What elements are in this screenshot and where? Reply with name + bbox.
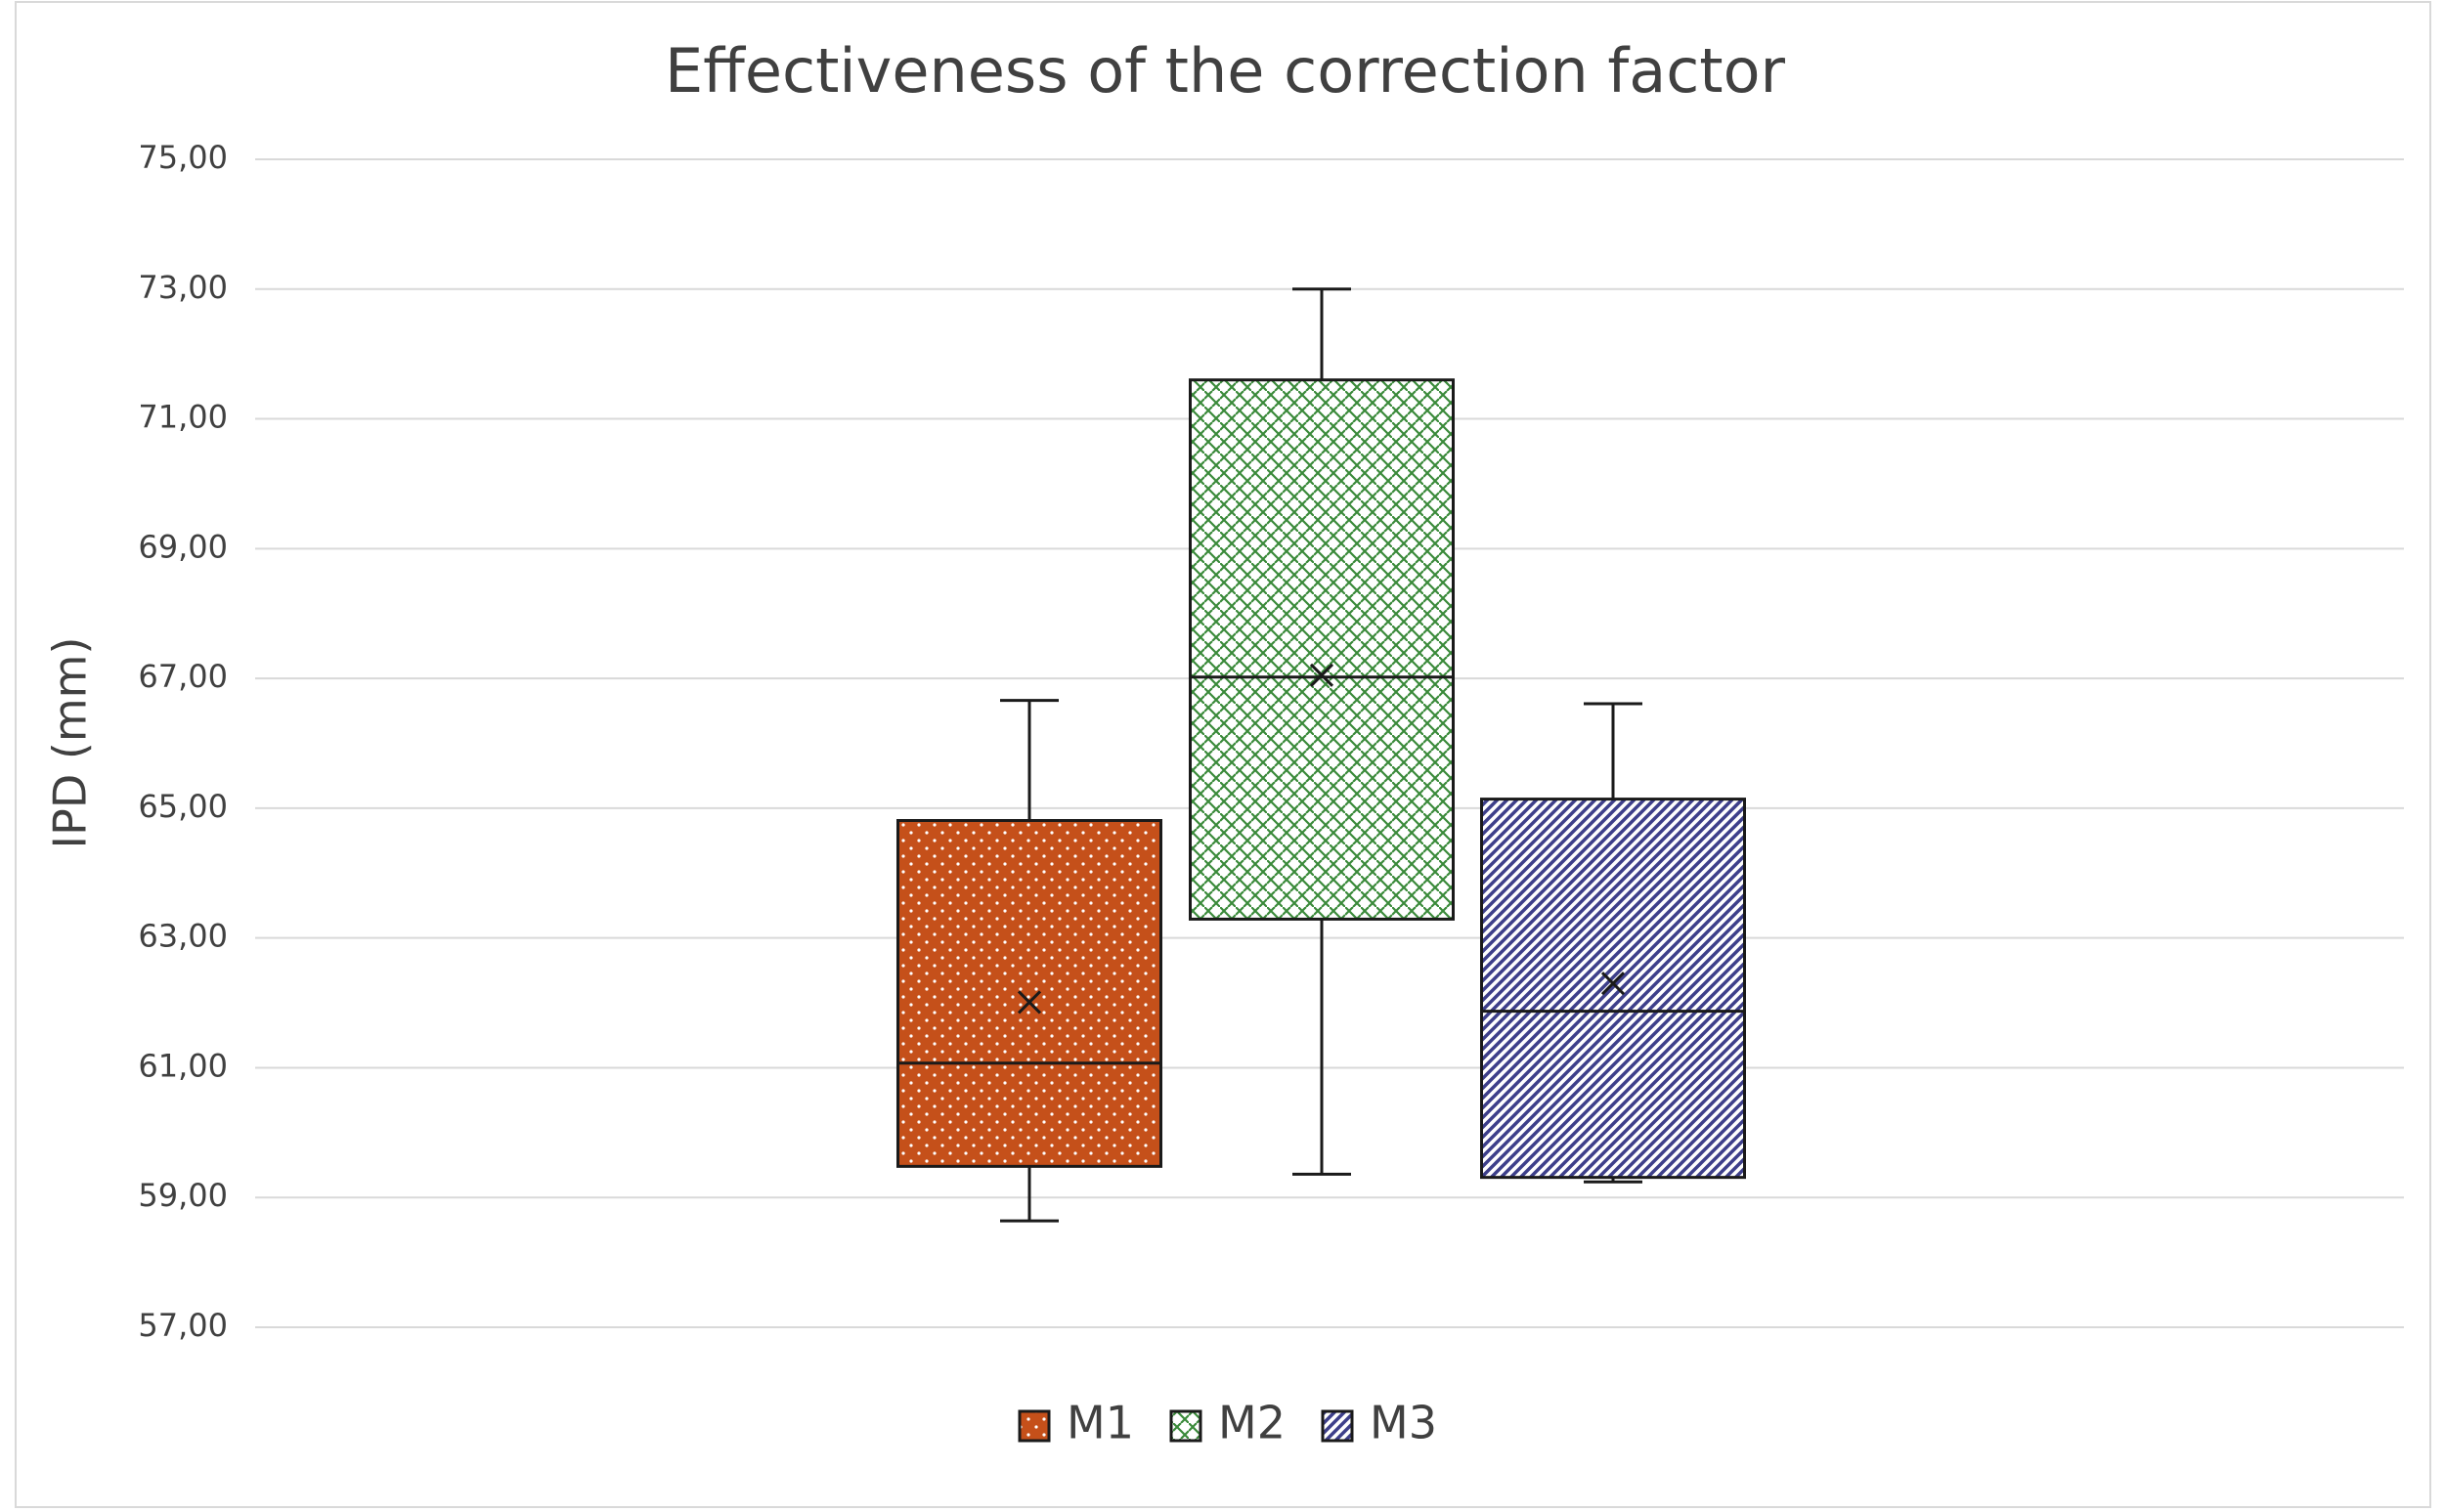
y-tick-label: 75,00 <box>138 139 228 176</box>
box <box>1189 378 1455 921</box>
mean-marker <box>1017 990 1042 1015</box>
y-tick-label: 67,00 <box>138 658 228 695</box>
legend-label: M1 <box>1067 1397 1134 1449</box>
mean-marker <box>1600 972 1626 996</box>
legend-label: M2 <box>1218 1397 1286 1449</box>
y-tick-label: 65,00 <box>138 788 228 825</box>
legend-swatch <box>1321 1409 1354 1443</box>
chart-title: Effectiveness of the correction factor <box>665 35 1786 107</box>
box <box>1480 798 1746 1180</box>
mean-marker <box>1309 663 1334 687</box>
y-tick-label: 57,00 <box>138 1307 228 1344</box>
y-tick-label: 69,00 <box>138 528 228 565</box>
y-axis-label: IPD (mm) <box>44 637 97 849</box>
y-tick-label: 73,00 <box>138 269 228 306</box>
y-tick-label: 61,00 <box>138 1047 228 1084</box>
legend-label: M3 <box>1370 1397 1437 1449</box>
box <box>896 819 1162 1168</box>
y-tick-label: 59,00 <box>138 1177 228 1214</box>
y-tick-label: 71,00 <box>138 399 228 436</box>
legend-swatch <box>1018 1409 1051 1443</box>
legend-swatch <box>1169 1409 1202 1443</box>
y-tick-label: 63,00 <box>138 918 228 955</box>
